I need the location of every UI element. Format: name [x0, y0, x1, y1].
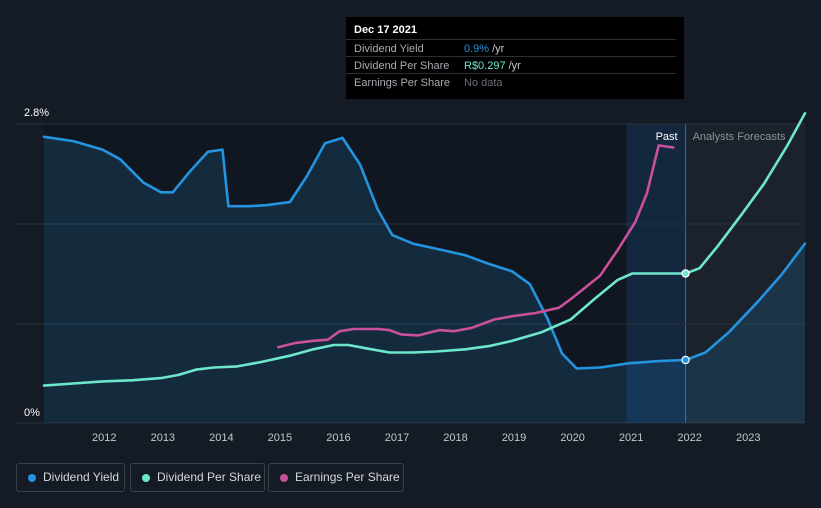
x-tick-label: 2019 — [502, 432, 526, 444]
y-tick-label: 2.8% — [24, 107, 49, 119]
legend-dot-icon — [142, 474, 150, 482]
dividend-yield-area — [44, 136, 805, 424]
legend-dividend-per-share[interactable]: Dividend Per Share — [130, 463, 265, 492]
legend-label: Dividend Yield — [43, 470, 120, 484]
forecast-label: Analysts Forecasts — [693, 131, 786, 143]
past-label: Past — [656, 131, 678, 143]
x-tick-label: 2020 — [560, 432, 584, 444]
x-tick-label: 2012 — [92, 432, 116, 444]
x-tick-label: 2017 — [385, 432, 409, 444]
legend-dot-icon — [280, 474, 288, 482]
tooltip-value: No data — [464, 77, 503, 89]
legend-earnings-per-share[interactable]: Earnings Per Share — [268, 463, 404, 492]
y-tick-label: 0% — [24, 407, 40, 419]
tooltip-row-dividend-yield: Dividend Yield 0.9%/yr — [346, 39, 676, 57]
x-tick-label: 2014 — [209, 432, 233, 444]
legend-label: Dividend Per Share — [157, 470, 262, 484]
gridlines — [16, 123, 805, 424]
dividend-yield-line — [42, 135, 807, 370]
tooltip-row-earnings-per-share: Earnings Per Share No data — [346, 73, 676, 91]
tooltip-value: R$0.297/yr — [464, 60, 521, 72]
x-tick-label: 2018 — [443, 432, 467, 444]
x-tick-label: 2022 — [677, 432, 701, 444]
hover-tooltip: Dec 17 2021 Dividend Yield 0.9%/yr Divid… — [346, 17, 684, 99]
tooltip-date: Dec 17 2021 — [354, 24, 417, 36]
tooltip-label: Earnings Per Share — [354, 77, 450, 89]
x-tick-label: 2021 — [619, 432, 643, 444]
series-lines — [42, 112, 807, 424]
tooltip-value: 0.9%/yr — [464, 43, 505, 55]
series-markers — [681, 269, 690, 365]
dividend-per-share-marker — [681, 269, 690, 278]
dividend-yield-marker — [681, 355, 690, 365]
x-tick-label: 2015 — [268, 432, 292, 444]
axis-labels: 2.8% 0% 2012 2013 2014 2015 2016 2017 2018 2019 20… — [24, 107, 786, 444]
earnings-per-share-line — [276, 144, 675, 349]
tooltip-label: Dividend Yield — [354, 43, 424, 55]
tooltip-row-dividend-per-share: Dividend Per Share R$0.297/yr — [346, 56, 676, 74]
x-tick-label: 2016 — [326, 432, 350, 444]
forecast-region — [685, 124, 805, 423]
x-tick-label: 2013 — [151, 432, 175, 444]
dividend-per-share-line — [42, 112, 807, 387]
legend-dividend-yield[interactable]: Dividend Yield — [16, 463, 125, 492]
tooltip-label: Dividend Per Share — [354, 60, 450, 72]
legend-dot-icon — [28, 474, 36, 482]
legend-label: Earnings Per Share — [295, 470, 400, 484]
x-tick-label: 2023 — [736, 432, 760, 444]
